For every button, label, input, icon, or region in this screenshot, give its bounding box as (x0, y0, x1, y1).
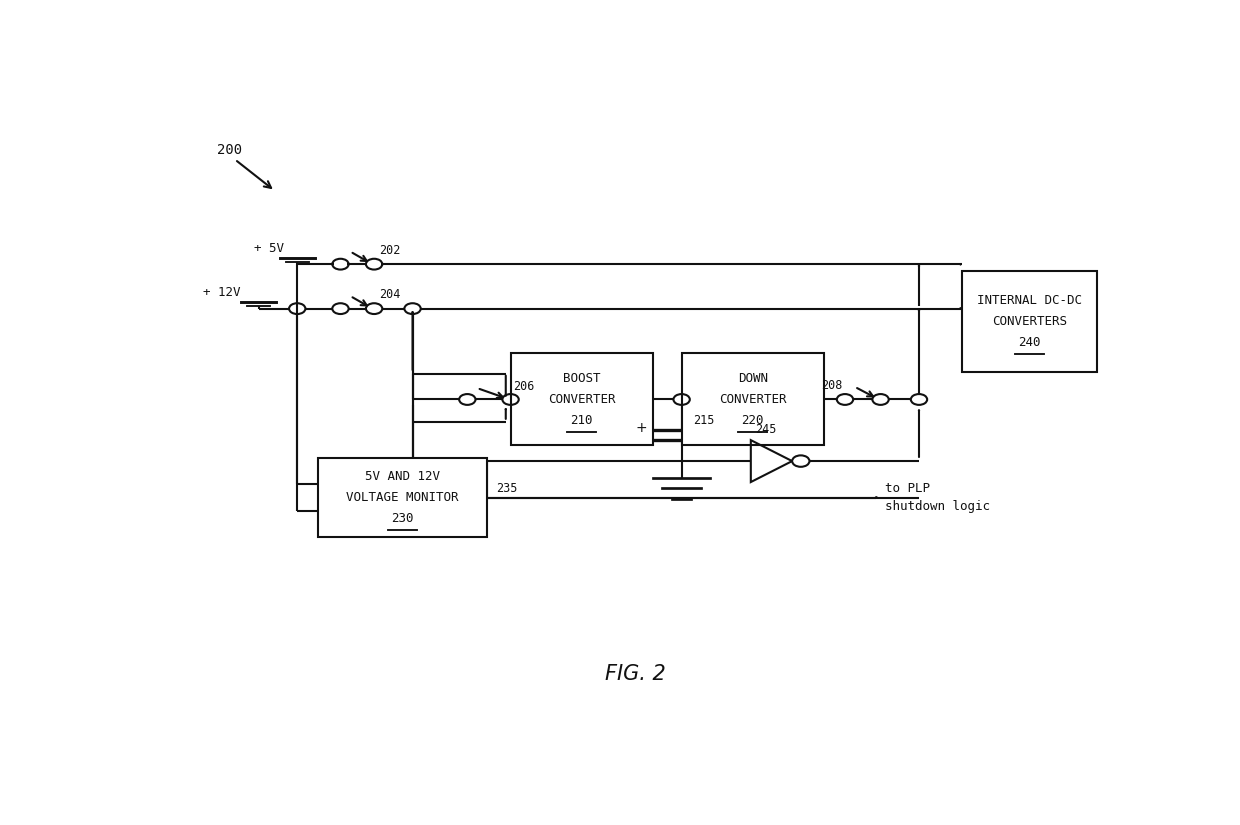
Text: 245: 245 (755, 423, 777, 436)
Text: 5V AND 12V: 5V AND 12V (365, 470, 440, 483)
Text: BOOST: BOOST (563, 372, 600, 384)
Text: DOWN: DOWN (738, 372, 768, 384)
Text: CONVERTER: CONVERTER (548, 393, 615, 406)
Text: 208: 208 (821, 379, 842, 392)
Text: 200: 200 (217, 143, 243, 157)
Text: CONVERTERS: CONVERTERS (992, 315, 1066, 328)
Bar (682, 353, 823, 446)
Text: + 5V: + 5V (254, 242, 284, 255)
Text: 235: 235 (496, 482, 517, 495)
Text: FIG. 2: FIG. 2 (605, 664, 666, 684)
Text: +: + (635, 421, 647, 435)
Text: 206: 206 (513, 380, 534, 394)
Text: 210: 210 (570, 413, 593, 427)
Text: VOLTAGE MONITOR: VOLTAGE MONITOR (346, 491, 459, 504)
Bar (319, 458, 486, 537)
Text: 202: 202 (379, 243, 401, 257)
Text: 204: 204 (379, 288, 401, 301)
Text: INTERNAL DC-DC: INTERNAL DC-DC (977, 294, 1083, 307)
Bar (962, 271, 1096, 372)
Text: + 12V: + 12V (203, 286, 241, 299)
Text: 230: 230 (391, 512, 414, 525)
Text: to PLP: to PLP (885, 483, 930, 495)
Bar (511, 353, 652, 446)
Text: 215: 215 (693, 414, 714, 427)
Text: CONVERTER: CONVERTER (719, 393, 786, 406)
Text: shutdown logic: shutdown logic (885, 500, 991, 513)
Text: 240: 240 (1018, 336, 1040, 349)
Text: 220: 220 (742, 413, 764, 427)
